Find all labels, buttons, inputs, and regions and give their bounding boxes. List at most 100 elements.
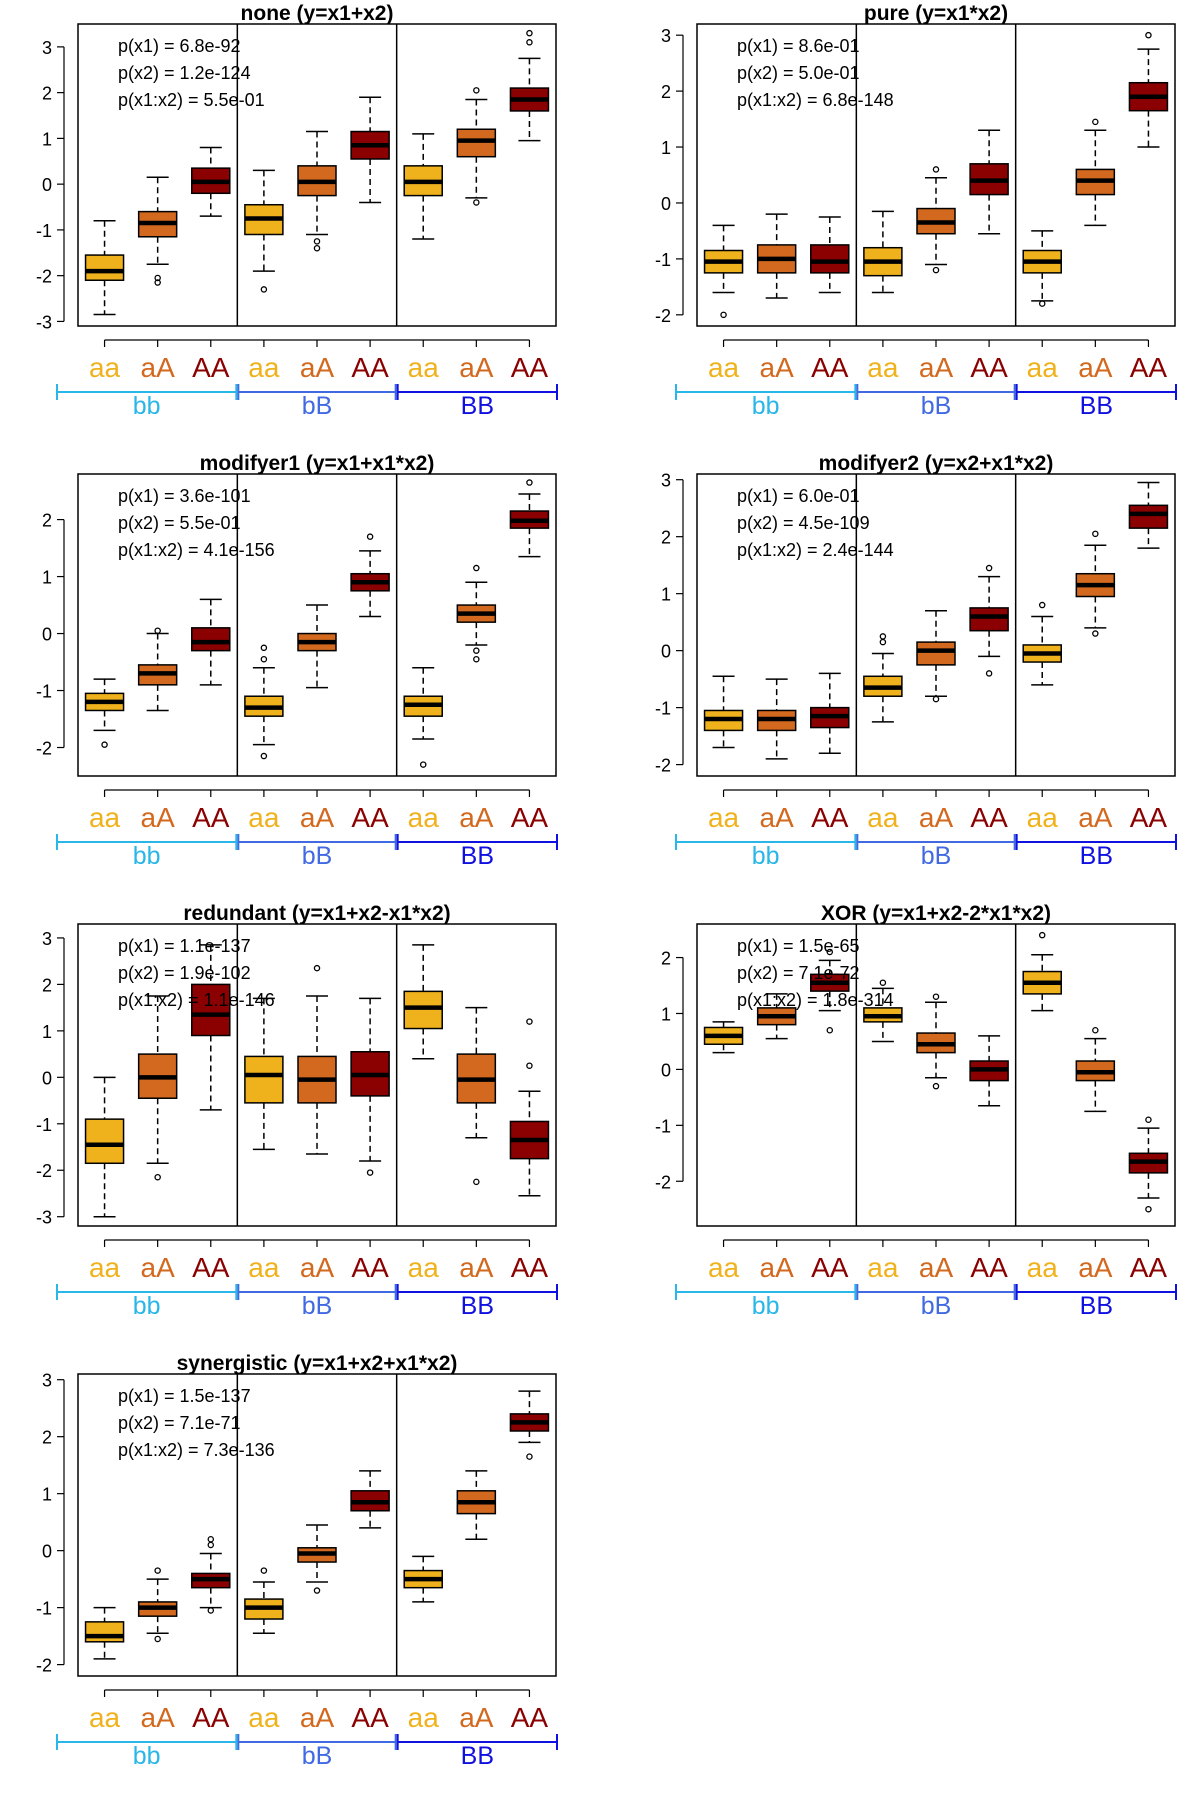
bracket-label: bb xyxy=(133,392,161,420)
y-tick-label: -2 xyxy=(36,1161,52,1181)
y-tick-label: 3 xyxy=(661,26,671,46)
bracket-label: BB xyxy=(461,392,494,420)
y-tick-label: -1 xyxy=(36,682,52,702)
outlier-point xyxy=(826,1027,834,1034)
box xyxy=(916,993,956,1090)
bracket-label: bb xyxy=(752,842,780,870)
outlier-point xyxy=(473,1178,480,1186)
box xyxy=(244,644,284,760)
bracket-label: bb xyxy=(133,1292,161,1320)
outlier-point xyxy=(1092,530,1099,538)
y-tick-label: 3 xyxy=(42,38,52,58)
plot-frame xyxy=(696,23,1176,327)
outlier-point xyxy=(985,670,993,677)
x-tick-label: AA xyxy=(351,1702,389,1733)
outlier-point xyxy=(879,979,887,986)
p-value-label: p(x1:x2) = 7.3e-136 xyxy=(118,1440,275,1460)
p-value-label: p(x2) = 7.1e-71 xyxy=(118,1413,241,1433)
outlier-point xyxy=(260,655,268,663)
outlier-point xyxy=(1038,601,1046,609)
x-tick-label: aA xyxy=(459,1702,494,1733)
x-tick-label: aa xyxy=(408,352,440,383)
x-tick-label: aa xyxy=(708,1252,740,1283)
p-value-label: p(x1) = 6.8e-92 xyxy=(118,36,241,56)
box xyxy=(191,944,231,1111)
box xyxy=(863,210,903,294)
outlier-point xyxy=(526,1453,533,1460)
x-tick-label: AA xyxy=(511,352,549,383)
y-tick-label: -2 xyxy=(36,267,52,287)
x-tick-label: aA xyxy=(459,802,494,833)
outlier-point xyxy=(1038,300,1046,307)
box xyxy=(297,604,337,689)
box xyxy=(403,1555,443,1603)
box xyxy=(137,627,178,712)
outlier-point xyxy=(720,311,727,319)
box xyxy=(350,96,390,204)
plot-frame xyxy=(77,1373,557,1677)
p-value-label: p(x1) = 1.1e-137 xyxy=(118,936,251,956)
x-tick-label: aA xyxy=(300,1252,335,1283)
outlier-point xyxy=(985,564,993,572)
box xyxy=(403,944,443,1060)
x-tick-label: AA xyxy=(1130,802,1168,833)
x-tick-label: AA xyxy=(1130,352,1168,383)
outlier-point xyxy=(526,29,533,37)
p-value-label: p(x1:x2) = 1.8e-314 xyxy=(737,990,894,1010)
box xyxy=(509,1018,550,1197)
chart-title: modifyer2 (y=x2+x1*x2) xyxy=(819,452,1054,475)
box-body xyxy=(1128,504,1169,529)
box xyxy=(1075,1027,1116,1113)
x-tick-label: AA xyxy=(511,1252,549,1283)
outlier-point xyxy=(932,166,940,173)
y-tick-label: 0 xyxy=(661,1060,671,1080)
box xyxy=(137,995,178,1181)
y-tick-label: 1 xyxy=(42,568,52,588)
chart-title: synergistic (y=x1+x2+x1*x2) xyxy=(177,1352,458,1375)
x-tick-label: aA xyxy=(1078,352,1113,383)
y-tick-label: 1 xyxy=(661,585,671,605)
outlier-point xyxy=(879,633,887,640)
box-body xyxy=(84,1118,125,1165)
x-tick-label: aa xyxy=(408,802,440,833)
box-body xyxy=(969,607,1009,632)
box xyxy=(456,564,497,663)
outlier-point xyxy=(526,479,533,486)
y-tick-label: -2 xyxy=(655,1172,671,1192)
y-tick-label: -1 xyxy=(36,1599,52,1619)
x-tick-label: aa xyxy=(89,1702,121,1733)
outlier-point xyxy=(313,964,321,972)
x-tick-label: AA xyxy=(511,802,549,833)
box xyxy=(1128,31,1169,148)
box xyxy=(969,129,1009,235)
x-tick-label: aa xyxy=(867,802,899,833)
outlier-point xyxy=(366,533,374,540)
bracket-label: BB xyxy=(461,1292,494,1320)
bracket-label: bb xyxy=(133,1742,161,1770)
box-body xyxy=(84,1621,125,1643)
box xyxy=(756,993,797,1040)
x-tick-label: aA xyxy=(1078,1252,1113,1283)
y-tick-label: -1 xyxy=(36,221,52,241)
y-tick-label: 2 xyxy=(42,511,52,531)
x-tick-label: aa xyxy=(408,1252,440,1283)
box xyxy=(244,1567,284,1635)
x-tick-label: aa xyxy=(408,1702,440,1733)
y-tick-label: -1 xyxy=(655,250,671,270)
outlier-point xyxy=(473,199,480,206)
y-tick-label: -2 xyxy=(36,1656,52,1676)
x-tick-label: aA xyxy=(760,352,795,383)
outlier-point xyxy=(932,266,940,274)
outlier-point xyxy=(473,564,480,572)
box xyxy=(297,1524,337,1594)
p-value-label: p(x1) = 8.6e-01 xyxy=(737,36,860,56)
outlier-point xyxy=(101,741,108,748)
outlier-point xyxy=(313,1587,321,1594)
box-body xyxy=(191,627,231,652)
x-tick-label: aa xyxy=(248,802,280,833)
x-tick-label: aA xyxy=(459,1252,494,1283)
x-tick-label: AA xyxy=(351,1252,389,1283)
